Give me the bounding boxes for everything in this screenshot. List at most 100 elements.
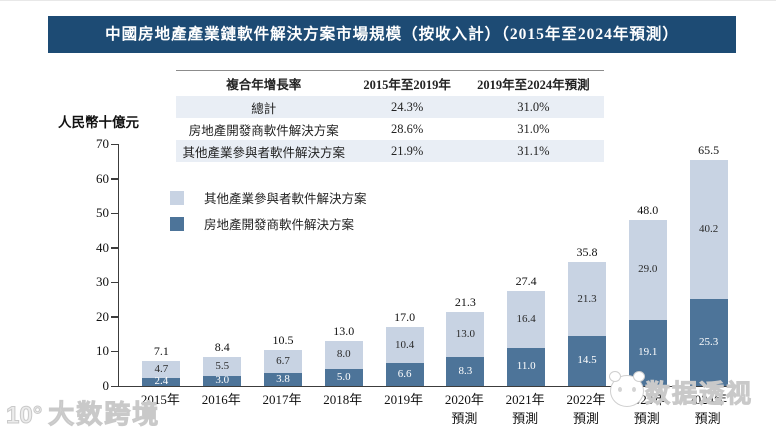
x-axis-label: 2022年 預測 [566, 392, 606, 426]
bar-total-label: 10.5 [272, 332, 294, 347]
bar-total-label: 27.4 [515, 274, 537, 289]
bar-segment-others: 13.0 [446, 312, 485, 358]
bar-segment-developers: 3.8 [263, 372, 302, 386]
bar-segment-developers: 8.3 [446, 357, 485, 386]
bar-total-label: 48.0 [637, 202, 659, 217]
page-title: 中國房地產產業鏈軟件解決方案市場規模（按收入計）（2015年至2024年預測） [48, 16, 736, 53]
bar-segment-developers: 25.3 [689, 298, 728, 386]
x-axis-label: 2024年 預測 [688, 392, 728, 426]
y-tick-mark [111, 212, 119, 215]
y-tick-mark [111, 350, 119, 353]
panda-ear-icon [633, 371, 645, 382]
watermark-shujutoushi: 数据透视 [644, 380, 754, 409]
legend-label: 其他產業參與者軟件解決方案 [204, 192, 367, 206]
cagr-table-row: 房地產開發商軟件解決方案 28.6% 31.0% [176, 118, 604, 140]
bar-segment-others: 5.5 [203, 356, 242, 376]
bar-segment-developers: 14.5 [567, 335, 606, 386]
bar-total-label: 65.5 [698, 142, 720, 157]
dashukuajing-logo-icon: 10° [5, 402, 43, 430]
bar-total-label: 13.0 [333, 324, 355, 339]
bar-total-label: 35.8 [576, 245, 598, 260]
x-axis-label: 2016年 [201, 392, 241, 407]
bar-group: 21.3 13.0 8.3 [435, 295, 496, 386]
y-tick-label: 20 [96, 308, 109, 324]
bar-total-label: 21.3 [454, 295, 476, 310]
watermark-dashukuajing: 10° 大数跨境 [5, 394, 161, 431]
cagr-value: 31.0% [517, 99, 550, 114]
plot-area: 7.1 4.7 2.4 8.4 5.5 3.0 10.5 6.7 3.8 13.0 8.0 5.0 17… [96, 136, 739, 393]
bar-segment-others: 16.4 [507, 291, 546, 348]
y-tick-label: 60 [96, 170, 109, 186]
cagr-row-label: 其他產業參與者軟件解決方案 [182, 145, 345, 160]
bar-group: 35.8 21.3 14.5 [557, 245, 618, 386]
x-axis-label: 2021年 預測 [505, 392, 545, 426]
y-tick-mark [111, 316, 119, 318]
bar-segment-others: 8.0 [324, 341, 363, 369]
bar-segment-others: 4.7 [142, 361, 181, 378]
panda-eye-icon [632, 387, 636, 392]
y-tick-mark [111, 178, 119, 180]
bar-group: 8.4 5.5 3.0 [192, 340, 253, 386]
cagr-table-body: 總計 24.3% 31.0% 房地產開發商軟件解決方案 28.6% 31.0% 其他產業參與… [176, 96, 604, 162]
panda-ear-icon [609, 371, 621, 382]
cagr-table-row: 其他產業參與者軟件解決方案 21.9% 31.1% [176, 140, 604, 162]
legend-item: 其他產業參與者軟件解決方案 [170, 188, 367, 207]
watermark-dashukuajing-text: 大数跨境 [48, 399, 161, 430]
cagr-table-row: 總計 24.3% 31.0% [176, 96, 604, 118]
cagr-value: 31.0% [517, 121, 550, 136]
bar-segment-others: 6.7 [263, 349, 302, 373]
y-tick-mark [111, 281, 119, 284]
x-axis-label: 2020年 預測 [444, 392, 484, 426]
y-tick-label: 70 [96, 136, 109, 151]
panda-eye-icon [618, 387, 622, 392]
cagr-row-label: 總計 [251, 101, 277, 116]
bar-segment-developers: 5.0 [324, 368, 363, 386]
cagr-header-metric: 複合年增長率 [176, 70, 352, 96]
x-axis-label: 2017年 [262, 392, 302, 407]
bar-group: 65.5 40.2 25.3 [678, 143, 739, 386]
cagr-value: 28.6% [390, 121, 424, 136]
legend-label: 房地產開發商軟件解決方案 [204, 218, 355, 232]
bar-group: 10.5 6.7 3.8 [253, 333, 314, 386]
x-axis-label: 2018年 [323, 392, 363, 407]
bar-group: 7.1 4.7 2.4 [131, 344, 192, 387]
bar-segment-others: 40.2 [689, 159, 728, 299]
chart-legend: 其他產業參與者軟件解決方案 房地產開發商軟件解決方案 [170, 188, 367, 240]
y-tick-mark [111, 247, 119, 249]
y-tick-mark [111, 143, 119, 145]
bar-segment-developers: 6.6 [385, 363, 424, 386]
cagr-value: 21.9% [390, 143, 424, 158]
y-axis-title: 人民幣十億元 [58, 115, 139, 130]
bar-segment-others: 10.4 [385, 327, 424, 364]
bar-group: 48.0 29.0 19.1 [617, 203, 678, 386]
cagr-value: 31.1% [517, 143, 550, 158]
bar-segment-developers: 11.0 [507, 347, 546, 386]
bar-segment-developers: 3.0 [203, 375, 242, 386]
y-tick-label: 10 [96, 343, 109, 359]
bar-group: 27.4 16.4 11.0 [496, 274, 557, 386]
bar-total-label: 17.0 [394, 310, 416, 325]
bar-slots: 7.1 4.7 2.4 8.4 5.5 3.0 10.5 6.7 3.8 13.0 8.0 5.0 17… [131, 143, 739, 387]
y-tick-label: 40 [96, 239, 109, 255]
bar-segment-others: 21.3 [567, 262, 606, 336]
legend-swatch-icon [170, 216, 184, 231]
bar-group: 17.0 10.4 6.6 [374, 310, 435, 386]
legend-swatch-icon [170, 190, 184, 205]
cagr-header-period1: 2015年至2019年 [351, 70, 463, 96]
cagr-value: 24.3% [390, 99, 424, 114]
y-tick-label: 50 [96, 205, 109, 221]
bar-segment-others: 29.0 [628, 219, 667, 320]
x-axis-label: 2015年 [140, 392, 180, 407]
bar-total-label: 7.1 [153, 344, 169, 359]
cagr-row-label: 房地產開發商軟件解決方案 [188, 123, 339, 138]
panda-logo-icon [609, 371, 645, 407]
legend-item: 房地產開發商軟件解決方案 [170, 214, 367, 233]
y-tick-label: 30 [96, 274, 109, 290]
cagr-header-period2: 2019年至2024年預測 [462, 70, 604, 96]
cagr-table-header-row: 複合年增長率 2015年至2019年 2019年至2024年預測 [176, 70, 604, 96]
x-axis-label: 2019年 [384, 392, 424, 407]
y-tick-label: 0 [102, 378, 110, 393]
bar-group: 13.0 8.0 5.0 [313, 324, 374, 386]
bar-total-label: 8.4 [214, 339, 230, 354]
